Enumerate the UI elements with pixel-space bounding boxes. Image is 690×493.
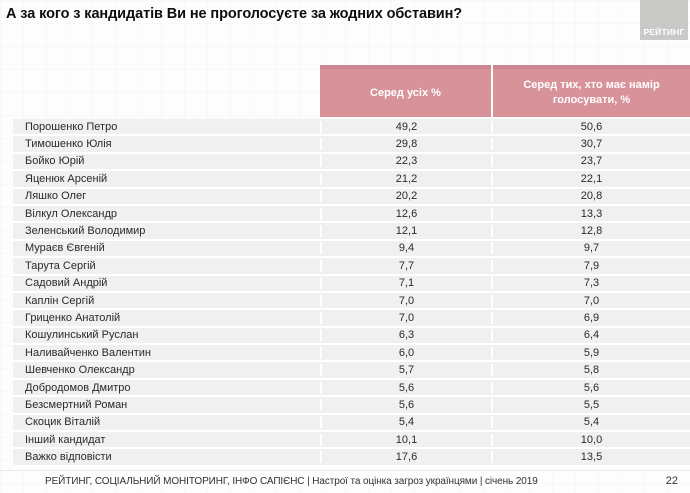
value-voters: 7,9 [491,259,690,272]
candidate-name: Вілкул Олександр [25,207,118,220]
rating-logo: РЕЙТИНГ [640,0,688,40]
candidate-name: Наливайченко Валентин [25,346,151,359]
value-all: 5,6 [320,398,491,411]
candidate-name: Шевченко Олександр [25,364,135,377]
value-voters: 22,1 [491,172,690,185]
candidate-name: Тарута Сергій [25,259,96,272]
column-header-all: Серед усіх % [320,65,491,117]
value-voters: 23,7 [491,155,690,168]
table-row: Порошенко Петро 49,2 50,6 [13,119,690,137]
table-row: Мураєв Євгеній 9,4 9,7 [13,240,690,259]
table-row: Зеленський Володимир 12,1 12,8 [13,223,690,241]
table-row: Вілкул Олександр 12,6 13,3 [13,205,690,224]
value-all: 5,4 [320,416,491,429]
candidate-name: Важко відповісти [25,451,112,464]
value-all: 49,2 [320,120,491,133]
value-all: 6,3 [320,329,491,342]
table-row: Важко відповісти 17,6 13,5 [13,449,690,467]
candidate-name: Ляшко Олег [25,190,87,203]
value-voters: 5,5 [491,398,690,411]
value-all: 5,7 [320,364,491,377]
candidate-name: Каплін Сергій [25,294,95,307]
candidate-name: Порошенко Петро [25,120,118,133]
table-row: Наливайченко Валентин 6,0 5,9 [13,345,690,363]
candidate-name: Тимошенко Юлія [25,138,112,151]
value-all: 7,7 [320,259,491,272]
candidate-name: Добродомов Дмитро [25,381,131,394]
table-row: Інший кандидат 10,1 10,0 [13,432,690,450]
value-all: 12,1 [320,225,491,238]
value-all: 10,1 [320,433,491,446]
value-voters: 20,8 [491,190,690,203]
value-all: 7,0 [320,311,491,324]
value-all: 7,1 [320,277,491,290]
table-row: Тимошенко Юлія 29,8 30,7 [13,136,690,154]
table-row: Садовий Андрій 7,1 7,3 [13,275,690,293]
page-number: 22 [665,475,678,487]
value-all: 22,3 [320,155,491,168]
value-voters: 7,3 [491,277,690,290]
candidate-name: Бойко Юрій [25,155,85,168]
table-row: Безсмертний Роман 5,6 5,5 [13,397,690,415]
candidate-name: Інший кандидат [25,433,106,446]
candidate-name: Мураєв Євгеній [25,242,105,255]
rating-logo-text: РЕЙТИНГ [643,27,685,37]
value-voters: 13,3 [491,207,690,220]
table-row: Добродомов Дмитро 5,6 5,6 [13,379,690,398]
value-voters: 5,6 [491,381,690,394]
footer-divider [0,470,690,471]
value-voters: 5,9 [491,346,690,359]
page-title: А за кого з кандидатів Ви не проголосуєт… [6,6,462,22]
table-row: Гриценко Анатолій 7,0 6,9 [13,310,690,328]
candidate-name: Садовий Андрій [25,277,108,290]
value-all: 17,6 [320,451,491,464]
candidate-name: Кошулинський Руслан [25,329,139,342]
table-row: Тарута Сергій 7,7 7,9 [13,258,690,276]
table-row: Скоцик Віталій 5,4 5,4 [13,414,690,433]
value-all: 21,2 [320,172,491,185]
value-all: 29,8 [320,138,491,151]
value-voters: 50,6 [491,120,690,133]
value-all: 7,0 [320,294,491,307]
footer-source: РЕЙТИНГ, СОЦІАЛЬНИЙ МОНІТОРИНГ, ІНФО САП… [45,476,538,487]
value-voters: 5,4 [491,416,690,429]
column-header-voters: Серед тих, хто має намір голосувати, % [493,65,690,117]
table-row: Бойко Юрій 22,3 23,7 [13,153,690,172]
candidate-name: Яценюк Арсеній [25,172,108,185]
value-all: 9,4 [320,242,491,255]
value-voters: 9,7 [491,242,690,255]
candidate-name: Зеленський Володимир [25,225,146,238]
value-voters: 12,8 [491,225,690,238]
candidate-name: Гриценко Анатолій [25,311,121,324]
candidate-name: Безсмертний Роман [25,398,128,411]
value-voters: 10,0 [491,433,690,446]
table-row: Шевченко Олександр 5,7 5,8 [13,362,690,380]
table-row: Яценюк Арсеній 21,2 22,1 [13,171,690,189]
table-row: Кошулинський Руслан 6,3 6,4 [13,327,690,346]
value-voters: 7,0 [491,294,690,307]
table-row: Ляшко Олег 20,2 20,8 [13,188,690,206]
value-voters: 6,4 [491,329,690,342]
value-voters: 13,5 [491,451,690,464]
table-row: Каплін Сергій 7,0 7,0 [13,292,690,311]
value-all: 5,6 [320,381,491,394]
candidate-name: Скоцик Віталій [25,416,101,429]
value-voters: 6,9 [491,311,690,324]
table-body: Порошенко Петро 49,2 50,6 Тимошенко Юлія… [13,119,690,467]
value-all: 12,6 [320,207,491,220]
value-voters: 5,8 [491,364,690,377]
value-voters: 30,7 [491,138,690,151]
value-all: 6,0 [320,346,491,359]
value-all: 20,2 [320,190,491,203]
